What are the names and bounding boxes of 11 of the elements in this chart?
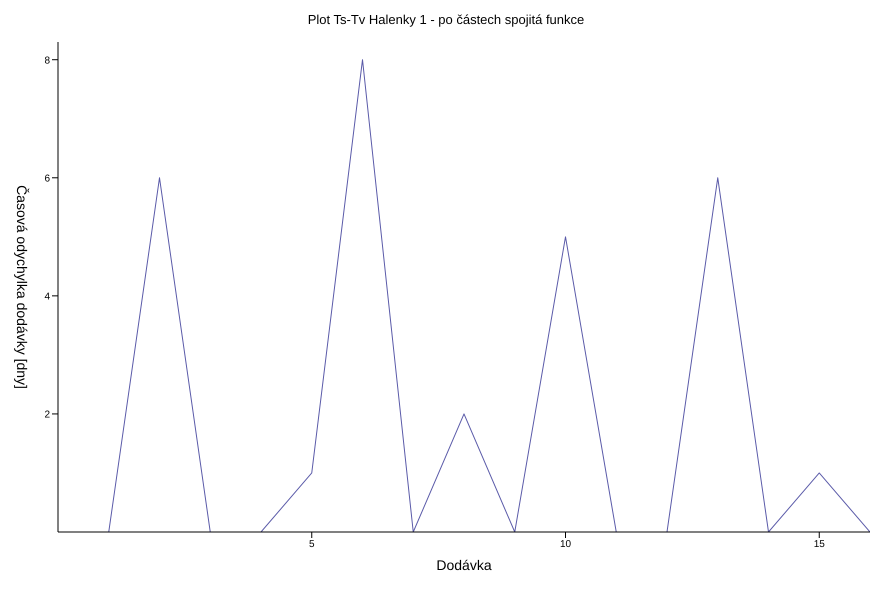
y-tick-label: 4 bbox=[44, 291, 50, 302]
x-tick-label: 5 bbox=[308, 539, 315, 550]
line-series bbox=[108, 59, 870, 532]
y-axis-title: Časová odychylka dodávky [dny] bbox=[14, 185, 30, 389]
x-tick-label: 15 bbox=[814, 539, 826, 550]
y-tick-label: 6 bbox=[44, 173, 50, 184]
y-tick-label: 2 bbox=[44, 409, 50, 420]
x-tick-label: 10 bbox=[560, 539, 572, 550]
chart-title: Plot Ts-Tv Halenky 1 - po částech spojitá funkce bbox=[306, 11, 586, 29]
y-tick-label: 8 bbox=[44, 55, 50, 66]
x-axis-title: Dodávka bbox=[436, 557, 492, 573]
